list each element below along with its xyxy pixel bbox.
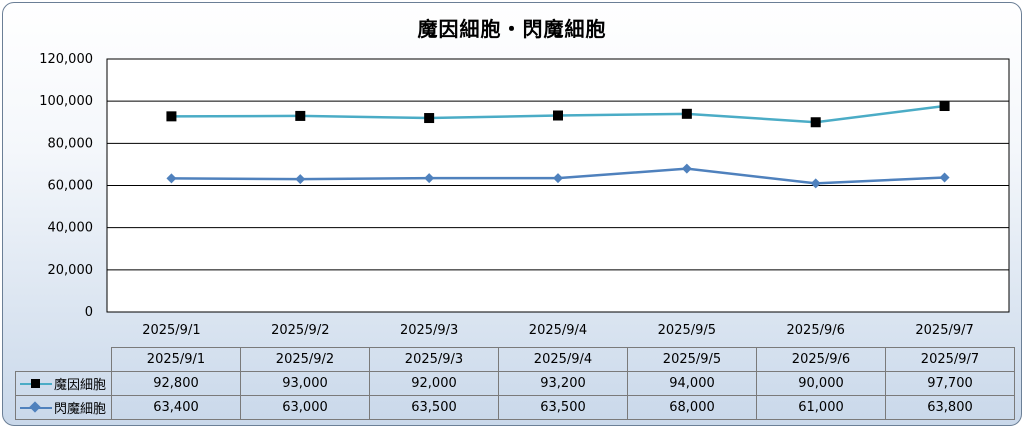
data-table-cell: 63,500 (369, 395, 499, 420)
series-1-point (553, 110, 563, 121)
y-tick-label: 60,000 (48, 179, 94, 194)
data-table-cell: 92,000 (369, 371, 499, 396)
legend-key-series-2 (18, 400, 54, 415)
x-tick-label: 2025/9/7 (915, 323, 973, 338)
data-table-cell: 94,000 (627, 371, 757, 396)
y-tick-label: 80,000 (48, 136, 94, 151)
data-table-header-cell: 2025/9/3 (369, 347, 499, 372)
series-1-point (681, 108, 692, 119)
x-tick-label: 2025/9/3 (400, 323, 458, 338)
data-table-cell: 63,400 (111, 395, 241, 420)
data-table-header-row: 2025/9/1 2025/9/2 2025/9/3 2025/9/4 2025… (16, 347, 1015, 372)
y-tick-label: 0 (85, 305, 93, 320)
series-1-point (810, 117, 821, 128)
data-table-cell: 63,800 (885, 395, 1015, 420)
series-2-point (295, 174, 306, 185)
data-table-header-cell: 2025/9/7 (885, 347, 1015, 372)
line-chart: 0 20,000 40,000 60,000 80,000 100,000 120,000 2… (39, 52, 1010, 338)
data-table-corner (16, 348, 112, 372)
legend-entry-series-2: 閃魔細胞 (15, 395, 112, 420)
y-tick-label: 40,000 (48, 221, 94, 236)
chart-title: 魔因細胞・閃魔細胞 (417, 17, 607, 41)
x-tick-label: 2025/9/4 (529, 323, 587, 338)
series-2-point (681, 163, 692, 174)
data-table-header-cell: 2025/9/4 (498, 347, 628, 372)
series-2-point (939, 172, 950, 183)
data-table-header-cell: 2025/9/2 (240, 347, 370, 372)
data-table-header-cell: 2025/9/1 (111, 347, 241, 372)
x-tick-label: 2025/9/1 (142, 323, 200, 338)
legend-label-series-2: 閃魔細胞 (54, 402, 107, 417)
legend-key-series-1 (18, 377, 54, 391)
data-table-row-series-1: 魔因細胞 92,800 93,000 92,000 93,200 94,000 … (15, 371, 1015, 396)
data-table-header-cell: 2025/9/5 (627, 347, 757, 372)
series-1-point (424, 113, 435, 124)
y-tick-label: 120,000 (39, 52, 93, 67)
series-2-point (424, 173, 435, 184)
x-tick-label: 2025/9/2 (271, 323, 329, 338)
data-table-cell: 61,000 (756, 395, 886, 420)
series-2-point (810, 178, 821, 189)
series-1-point (166, 111, 177, 122)
data-table-cell: 93,000 (240, 371, 370, 396)
series-1-point (939, 101, 950, 112)
data-table-header-cell: 2025/9/6 (756, 347, 886, 372)
series-2-point (166, 173, 177, 184)
data-table-cell: 63,000 (240, 395, 370, 420)
y-tick-label: 100,000 (39, 94, 93, 109)
series-2-point (553, 173, 563, 184)
legend-entry-series-1: 魔因細胞 (15, 371, 112, 396)
legend-label-series-1: 魔因細胞 (54, 378, 107, 393)
data-table-cell: 90,000 (756, 371, 886, 396)
data-table: 2025/9/1 2025/9/2 2025/9/3 2025/9/4 2025… (15, 347, 1015, 420)
data-table-cell: 63,500 (498, 395, 628, 420)
data-table-cell: 97,700 (885, 371, 1015, 396)
data-table-cell: 92,800 (111, 371, 241, 396)
series-1-point (295, 110, 306, 121)
data-table-cell: 68,000 (627, 395, 757, 420)
data-table-row-series-2: 閃魔細胞 63,400 63,000 63,500 63,500 68,000 … (15, 395, 1015, 420)
data-table-cell: 93,200 (498, 371, 628, 396)
y-tick-label: 20,000 (48, 263, 94, 278)
x-tick-label: 2025/9/5 (658, 323, 716, 338)
x-tick-label: 2025/9/6 (787, 323, 845, 338)
